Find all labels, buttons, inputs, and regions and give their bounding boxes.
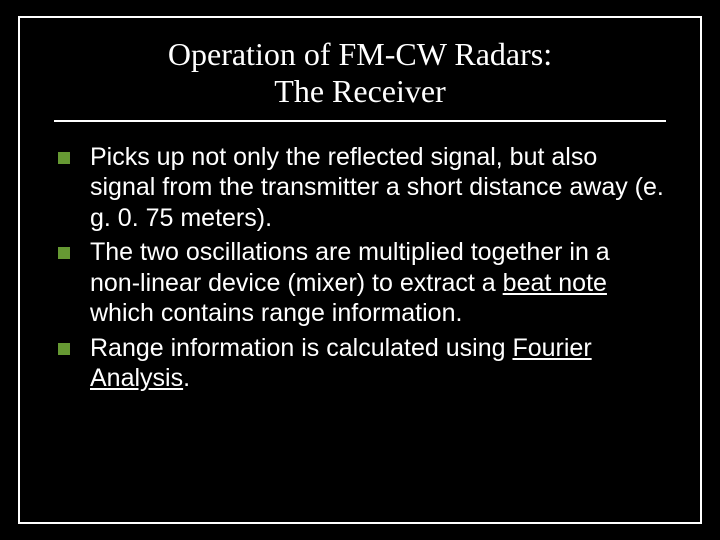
bullet-list: Picks up not only the reflected signal, … [54,142,666,394]
bullet-text-post: which contains range information. [90,299,462,327]
bullet-text: The two oscillations are multiplied toge… [90,238,610,327]
list-item: The two oscillations are multiplied toge… [54,237,666,329]
title-line-2: The Receiver [274,73,445,109]
list-item: Range information is calculated using Fo… [54,333,666,394]
bullet-text: Range information is calculated using Fo… [90,334,592,393]
bullet-text-underlined: beat note [503,269,607,297]
bullet-text-post: . [183,364,190,392]
bullet-text-pre: Range information is calculated using [90,334,512,362]
list-item: Picks up not only the reflected signal, … [54,142,666,234]
bullet-icon [58,247,70,259]
bullet-text: Picks up not only the reflected signal, … [90,143,664,232]
bullet-text-pre: Picks up not only the reflected signal, … [90,143,664,232]
bullet-icon [58,152,70,164]
bullet-icon [58,343,70,355]
slide-frame: Operation of FM-CW Radars: The Receiver … [18,16,702,524]
title-line-1: Operation of FM-CW Radars: [168,36,552,72]
slide-title: Operation of FM-CW Radars: The Receiver [54,36,666,122]
